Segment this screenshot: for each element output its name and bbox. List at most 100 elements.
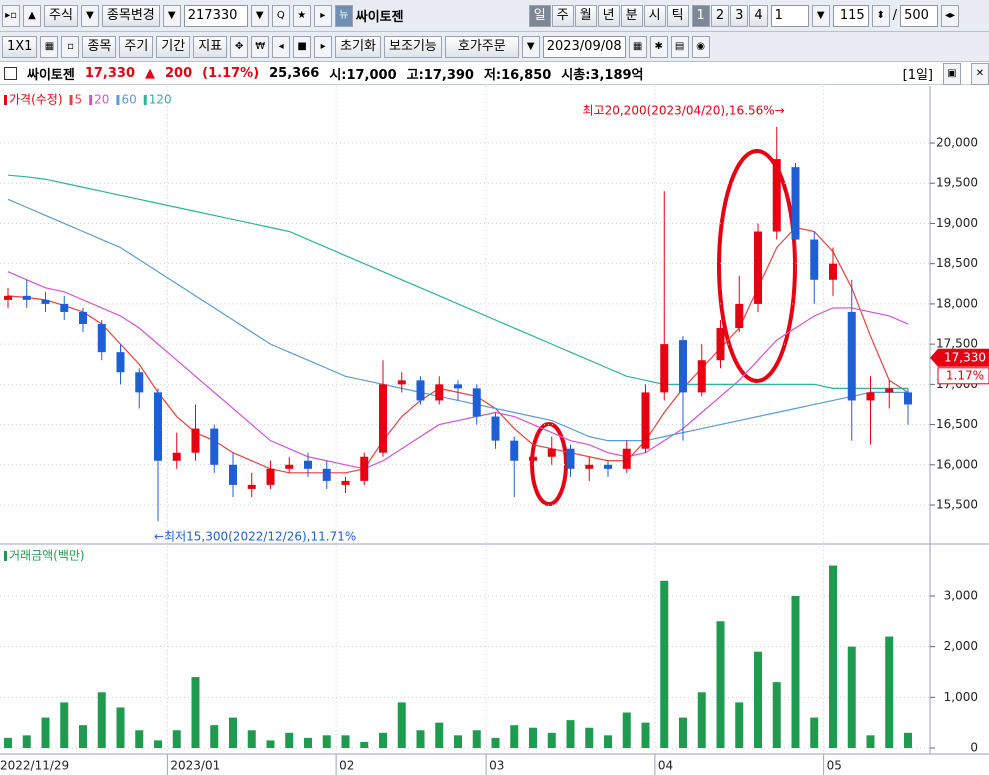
period-button[interactable]: 일 [528, 4, 551, 27]
icon[interactable]: ▸ [313, 4, 332, 27]
prev[interactable]: ◂ [272, 35, 291, 58]
legend-label: 120 [149, 93, 172, 107]
info-price: 17,330 [84, 66, 136, 81]
menu-button[interactable]: 종목 [82, 35, 117, 58]
candle-body [191, 428, 200, 453]
reset-button[interactable]: 초기화 [335, 35, 382, 58]
period-button[interactable]: 주 [551, 4, 574, 27]
candle-body [247, 484, 256, 489]
change-tag [937, 367, 989, 385]
candle-body [847, 311, 856, 401]
candle-body [641, 392, 650, 449]
dropdown[interactable]: ▼ [811, 4, 830, 27]
layout-button[interactable]: 1X1 [2, 35, 38, 58]
count-button[interactable]: 4 [749, 4, 768, 27]
icon[interactable]: ◉ [691, 35, 710, 58]
candle-body [735, 303, 744, 329]
menu-button[interactable]: 지표 [193, 35, 228, 58]
y-tick-label: 18,500 [936, 256, 978, 270]
visible-input[interactable]: 115 [832, 4, 869, 27]
count-button[interactable]: 1 [691, 4, 710, 27]
spinner[interactable]: ⬍ [871, 4, 890, 27]
stop[interactable]: ■ [293, 35, 312, 58]
candle-body [697, 360, 706, 393]
menu-button[interactable]: 주기 [119, 35, 154, 58]
bar [754, 651, 762, 748]
period-button[interactable]: 틱 [666, 4, 689, 27]
icon[interactable]: ◂▸ [941, 4, 960, 27]
bar [904, 732, 912, 748]
candle-body [210, 428, 219, 465]
y-tick-label: 17,500 [936, 337, 978, 351]
grid-icon[interactable]: ▦ [40, 35, 59, 58]
icon[interactable]: ▲ [23, 4, 41, 27]
calendar[interactable]: ▦ [628, 35, 647, 58]
bar [641, 722, 650, 748]
search[interactable]: Q [271, 4, 290, 27]
toolbar-main: ▸▫ ▲ 주식 ▼ 종목변경 ▼ 217330 ▼ Q ★ ▸ 뉴 싸이토젠 일… [0, 0, 989, 32]
menu-group: 종목 주기 기간 지표 [82, 35, 228, 58]
period-button[interactable]: 년 [597, 4, 620, 27]
candle-body [416, 380, 425, 401]
info-period: [1일] [902, 68, 933, 83]
change-stock[interactable]: 종목변경 [101, 4, 160, 27]
news-button[interactable]: 뉴 [334, 4, 353, 27]
icon[interactable]: ▣ [943, 62, 961, 85]
aux-button[interactable]: 보조기능 [384, 35, 442, 58]
price-tag-label: 17,330 [944, 350, 986, 364]
stock-name: 싸이토젠 [355, 10, 404, 25]
period-button[interactable]: 시 [643, 4, 666, 27]
bar [304, 737, 312, 748]
menu-button[interactable]: 기간 [156, 35, 191, 58]
order-button[interactable]: 호가주문 [444, 35, 519, 58]
info-cap: 시총:3,189억 [561, 68, 644, 83]
total-input[interactable]: 500 [900, 4, 939, 27]
y-tick-label: 20,000 [936, 136, 978, 150]
bar [41, 717, 50, 748]
count-button[interactable]: 3 [730, 4, 749, 27]
favorite[interactable]: ★ [292, 4, 311, 27]
bar [154, 740, 162, 748]
y-tick-label: 18,000 [936, 296, 978, 310]
info-bar: 싸이토젠 17,330 ▲ 200 (1.17%) 25,366 시:17,00… [0, 62, 989, 85]
highlight-ellipse [530, 422, 568, 506]
dropdown[interactable]: ▼ [521, 35, 540, 58]
bar [679, 717, 687, 748]
candle-body [566, 448, 575, 469]
interval-input[interactable]: 1 [770, 4, 809, 27]
icon[interactable]: ▫ [61, 35, 80, 58]
candle-body [285, 464, 294, 469]
checkbox[interactable] [4, 67, 17, 80]
y-tick-label: 16,000 [936, 457, 978, 471]
bar [266, 740, 275, 748]
dropdown[interactable]: ▼ [80, 4, 99, 27]
bar [604, 735, 612, 748]
bar [491, 737, 500, 748]
info-open: 시:17,000 [329, 68, 397, 83]
bar [547, 732, 556, 748]
count-button[interactable]: 2 [710, 4, 730, 27]
settings[interactable]: ✱ [649, 35, 668, 58]
candle-body [791, 167, 800, 240]
next[interactable]: ▸ [314, 35, 333, 58]
legend-swatch [4, 551, 7, 561]
icon[interactable]: ₩ [251, 35, 270, 58]
change-tag-label: 1.17% [946, 368, 984, 382]
toolbar-sub: 1X1 ▦ ▫ 종목 주기 기간 지표 ✥ ₩ ◂ ■ ▸ 초기화 보조기능 호가주문… [0, 32, 989, 62]
dropdown[interactable]: ▼ [250, 4, 269, 27]
icon[interactable]: ▸▫ [2, 4, 20, 27]
bar [341, 735, 350, 748]
info-change: 200 [165, 66, 193, 81]
icon[interactable]: ▤ [670, 35, 689, 58]
period-button[interactable]: 분 [620, 4, 643, 27]
date-input[interactable]: 2023/09/08 [542, 35, 626, 58]
dropdown[interactable]: ▼ [162, 4, 181, 27]
icon[interactable]: ✥ [230, 35, 249, 58]
close[interactable]: ✕ [971, 62, 989, 85]
bar [247, 730, 256, 748]
code-input[interactable]: 217330 [183, 4, 248, 27]
period-button[interactable]: 월 [574, 4, 597, 27]
candle-body [266, 468, 275, 485]
market-select[interactable]: 주식 [44, 4, 78, 27]
